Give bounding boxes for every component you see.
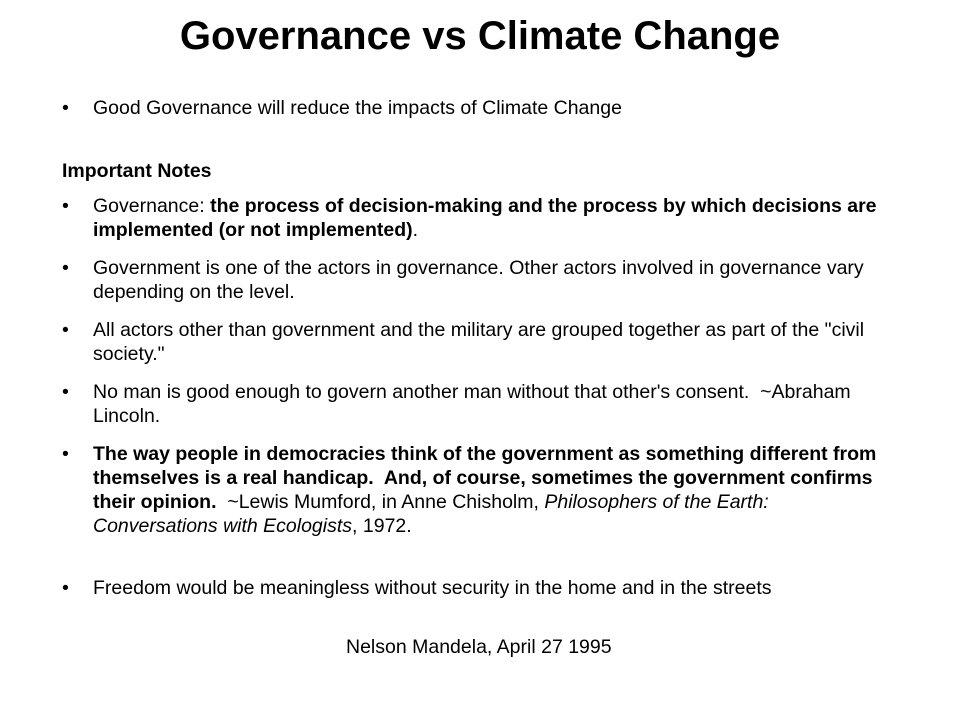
note: Government is one of the actors in gover… [62, 256, 903, 304]
note-text: Philosophers of the Earth: Conversations… [93, 491, 780, 537]
bullet-text: Good Governance will reduce the impacts … [93, 97, 622, 119]
note-text: All actors other than government and the… [93, 319, 870, 365]
note: Governance: the process of decision-maki… [62, 194, 903, 242]
notes-heading: Important Notes [62, 160, 212, 182]
note-text: The way people in democracies think of t… [93, 443, 882, 513]
note-text: Freedom would be meaningless without sec… [93, 577, 772, 599]
note: All actors other than government and the… [62, 318, 903, 366]
attribution: Nelson Mandela, April 27 1995 [346, 636, 612, 658]
note: No man is good enough to govern another … [62, 380, 903, 428]
note-text: ~Lewis Mumford, in Anne Chisholm, [216, 491, 545, 513]
note: Freedom would be meaningless without sec… [62, 576, 903, 600]
note-text: Governance: [93, 195, 211, 217]
bullet: Good Governance will reduce the impacts … [62, 96, 903, 120]
note-text: , 1972. [352, 515, 412, 537]
note-text: the process of decision-making and the p… [93, 195, 882, 241]
note-text: Government is one of the actors in gover… [93, 257, 870, 303]
note-text: No man is good enough to govern another … [93, 381, 857, 427]
note: The way people in democracies think of t… [62, 442, 903, 538]
note-text: . [412, 219, 419, 241]
slide-title: Governance vs Climate Change [179, 14, 781, 58]
